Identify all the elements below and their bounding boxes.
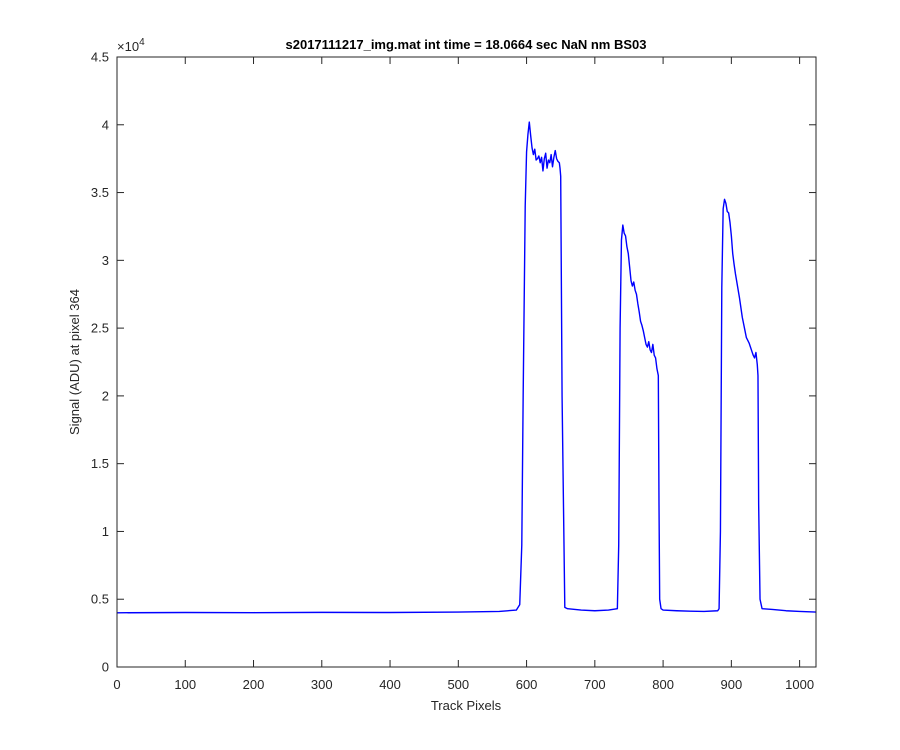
y-tick-label: 4 <box>102 117 109 132</box>
plot-area <box>117 57 816 667</box>
x-tick-label: 0 <box>113 677 120 692</box>
y-tick-label: 1.5 <box>91 456 109 471</box>
chart-title: s2017111217_img.mat int time = 18.0664 s… <box>286 37 647 52</box>
y-tick-label: 0.5 <box>91 592 109 607</box>
y-exponent-power: 4 <box>139 37 145 48</box>
y-tick-label: 2.5 <box>91 321 109 336</box>
y-tick-label: 3 <box>102 253 109 268</box>
x-tick-label: 300 <box>311 677 333 692</box>
x-axis-label: Track Pixels <box>431 698 502 713</box>
y-tick-label: 1 <box>102 524 109 539</box>
x-tick-label: 500 <box>447 677 469 692</box>
x-tick-label: 1000 <box>785 677 814 692</box>
series-line-0 <box>116 121 817 614</box>
y-tick-label: 3.5 <box>91 185 109 200</box>
x-tick-label: 100 <box>174 677 196 692</box>
y-tick-label: 0 <box>102 660 109 675</box>
y-tick-label: 2 <box>102 388 109 403</box>
y-exponent-base: ×10 <box>117 39 139 54</box>
y-axis-label: Signal (ADU) at pixel 364 <box>67 289 82 435</box>
series-layer <box>116 121 817 614</box>
x-tick-label: 800 <box>652 677 674 692</box>
x-tick-label: 200 <box>243 677 265 692</box>
x-tick-label: 400 <box>379 677 401 692</box>
ticks-layer: 0 100 200 300 400 500 600 700 800 900 1000 0 0.5 1 1.5… <box>91 50 816 692</box>
y-tick-label: 4.5 <box>91 50 109 65</box>
x-tick-label: 700 <box>584 677 606 692</box>
axes-box <box>116 56 817 668</box>
x-tick-label: 600 <box>516 677 538 692</box>
x-tick-label: 900 <box>721 677 743 692</box>
y-exponent-label: ×104 <box>117 37 145 54</box>
